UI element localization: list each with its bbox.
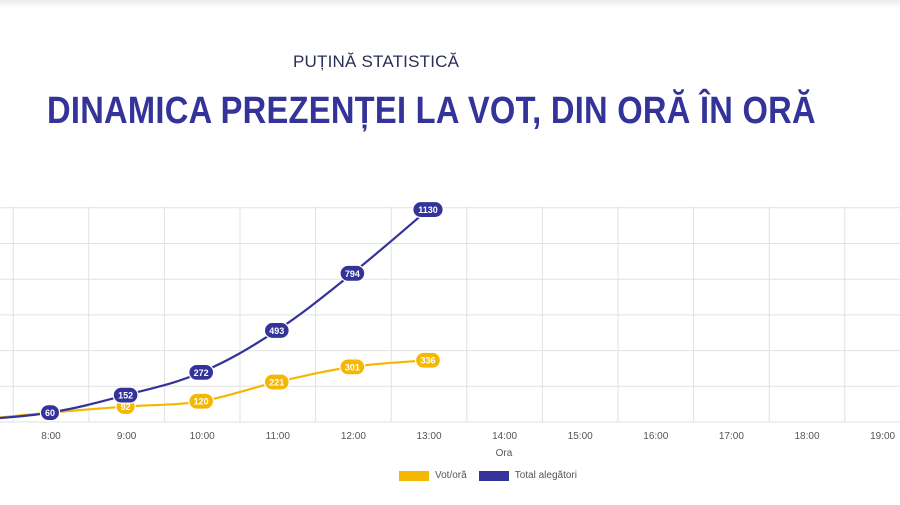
- series-total-point[interactable]: [263, 321, 290, 340]
- chart-legend: Vot/oră Total alegători: [399, 470, 589, 481]
- x-tick-label: 16:00: [643, 431, 668, 442]
- header-shadow: [0, 0, 900, 8]
- x-tick-label: 18:00: [794, 431, 819, 442]
- series-vot-ora-point[interactable]: [339, 358, 366, 376]
- chart-grid: [0, 207, 900, 423]
- series-total-data-label: 152: [118, 391, 133, 401]
- x-tick-label: 14:00: [492, 431, 517, 442]
- x-tick-label: 10:00: [190, 431, 215, 442]
- x-tick-label: 19:00: [870, 431, 895, 442]
- legend-swatch-total: [478, 470, 509, 481]
- legend-item-total[interactable]: Total alegători: [478, 470, 577, 481]
- series-total: 60 152 272 493 794 1130: [0, 200, 444, 422]
- series-total-point[interactable]: [188, 363, 215, 381]
- series-vot-ora-data-label: 120: [194, 397, 209, 407]
- page-title: DINAMICA PREZENȚEI LA VOT, DIN ORĂ ÎN OR…: [47, 90, 816, 132]
- series-vot-ora-data-label: 301: [345, 362, 360, 372]
- x-axis-ticks: 8:00 9:00 10:00 11:00 12:00 13:00 14:00 15:00 16…: [41, 431, 895, 442]
- series-vot-ora-data-label: 221: [269, 378, 284, 388]
- series-total-data-label: 493: [269, 326, 284, 336]
- series-total-data-label: 794: [345, 269, 360, 279]
- series-vot-ora-point[interactable]: [415, 351, 442, 369]
- x-tick-label: 12:00: [341, 431, 366, 442]
- series-vot-ora-point[interactable]: [263, 373, 290, 391]
- series-total-data-label: 1130: [418, 205, 438, 215]
- series-total-point[interactable]: [112, 386, 139, 404]
- series-total-data-label: 272: [194, 368, 209, 378]
- legend-label-total: Total alegători: [514, 470, 577, 481]
- section-kicker: PUȚINĂ STATISTICĂ: [293, 52, 460, 71]
- legend-label-vot-ora: Vot/oră: [435, 470, 467, 481]
- series-total-point[interactable]: [412, 200, 444, 219]
- x-axis-label: Ora: [496, 448, 513, 459]
- x-tick-label: 11:00: [266, 431, 291, 442]
- legend-swatch-vot-ora: [399, 470, 429, 481]
- x-tick-label: 13:00: [416, 431, 441, 442]
- x-tick-label: 17:00: [719, 431, 744, 442]
- x-tick-label: 9:00: [117, 431, 137, 442]
- series-total-point[interactable]: [339, 264, 366, 282]
- series-vot-ora-point[interactable]: [188, 392, 215, 410]
- series-total-point[interactable]: [39, 404, 61, 422]
- x-tick-label: 8:00: [41, 431, 61, 442]
- series-total-data-label: 60: [45, 408, 55, 418]
- x-tick-label: 15:00: [568, 431, 593, 442]
- legend-item-vot-ora[interactable]: Vot/oră: [399, 470, 467, 481]
- series-vot-ora-data-label: 336: [420, 356, 435, 366]
- turnout-line-chart: 8:00 9:00 10:00 11:00 12:00 13:00 14:00 15:00 16…: [0, 200, 900, 459]
- series-vot-ora-data-label: 92: [121, 402, 131, 412]
